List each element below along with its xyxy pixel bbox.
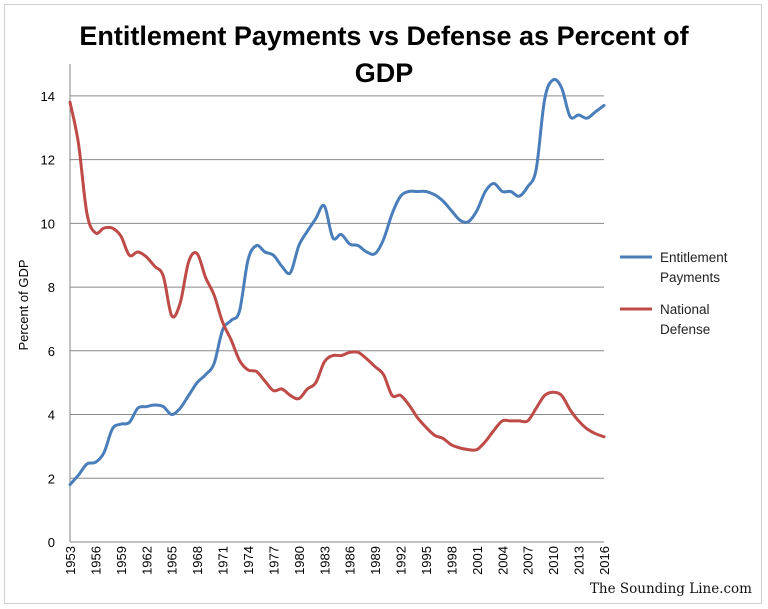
y-tick-label-6: 6	[48, 344, 55, 359]
legend-item-national-defense: National Defense	[620, 302, 710, 337]
legend: Entitlement Payments National Defense	[620, 250, 728, 337]
series-line-entitlement-payments	[68, 77, 606, 487]
chart-title: Entitlement Payments vs Defense as Perce…	[79, 21, 689, 88]
x-tick-label-2016: 2016	[597, 546, 612, 575]
x-tick-label-1977: 1977	[266, 546, 281, 575]
y-tick-label-0: 0	[48, 535, 55, 550]
series-line-national-defense	[68, 100, 606, 452]
x-tick-label-2004: 2004	[495, 546, 510, 575]
legend-label-entitlement-payments-1: Entitlement	[660, 250, 728, 265]
x-tick-label-1959: 1959	[114, 546, 129, 575]
y-tick-labels: 0 2 4 6 8 10 12 14	[41, 89, 55, 550]
x-tick-label-1956: 1956	[88, 546, 103, 575]
x-tick-label-1980: 1980	[292, 546, 307, 575]
legend-label-national-defense-2: Defense	[660, 322, 710, 337]
x-tick-label-1992: 1992	[394, 546, 409, 575]
x-tick-label-2001: 2001	[470, 546, 485, 575]
axes	[69, 64, 604, 543]
x-tick-label-1998: 1998	[444, 546, 459, 575]
x-tick-label-1968: 1968	[190, 546, 205, 575]
series-lines	[68, 77, 606, 487]
chart-frame	[4, 4, 762, 604]
x-tick-label-2007: 2007	[521, 546, 536, 575]
x-tick-label-2010: 2010	[546, 546, 561, 575]
x-tick-label-2013: 2013	[572, 546, 587, 575]
x-tick-label-1971: 1971	[216, 546, 231, 575]
x-tick-label-1962: 1962	[139, 546, 154, 575]
y-tick-label-10: 10	[41, 216, 55, 231]
x-tick-label-1989: 1989	[368, 546, 383, 575]
y-tick-label-8: 8	[48, 280, 55, 295]
gridlines	[70, 95, 604, 479]
y-tick-label-14: 14	[41, 89, 55, 104]
chart-title-line-2: GDP	[355, 58, 414, 88]
legend-label-entitlement-payments-2: Payments	[660, 270, 720, 285]
y-tick-label-4: 4	[48, 408, 55, 423]
watermark: The Sounding Line.com	[590, 581, 752, 597]
x-tick-label-1953: 1953	[63, 546, 78, 575]
y-tick-label-2: 2	[48, 471, 55, 486]
x-tick-label-1965: 1965	[165, 546, 180, 575]
legend-item-entitlement-payments: Entitlement Payments	[620, 250, 728, 285]
x-tick-label-1983: 1983	[317, 546, 332, 575]
x-tick-label-1986: 1986	[343, 546, 358, 575]
x-tick-label-1995: 1995	[419, 546, 434, 575]
y-axis-title: Percent of GDP	[16, 259, 31, 350]
y-tick-label-12: 12	[41, 153, 55, 168]
legend-label-national-defense-1: National	[660, 302, 710, 317]
chart-title-line-1: Entitlement Payments vs Defense as Perce…	[79, 21, 689, 51]
x-tick-labels: 1953 1956 1959 1962 1965 1968 1971 1974 1977 1980…	[63, 546, 612, 575]
x-tick-label-1974: 1974	[241, 546, 256, 575]
